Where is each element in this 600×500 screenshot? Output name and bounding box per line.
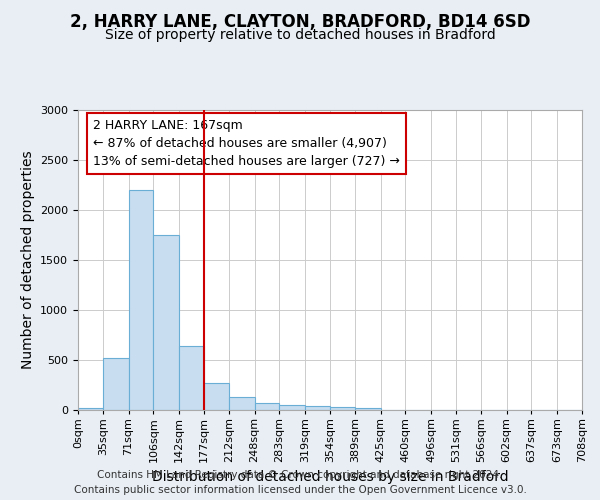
Bar	[305, 406, 330, 410]
Bar	[355, 408, 380, 410]
Text: Size of property relative to detached houses in Bradford: Size of property relative to detached ho…	[104, 28, 496, 42]
Bar	[330, 407, 355, 410]
Bar	[103, 358, 128, 410]
Bar	[154, 235, 179, 410]
Text: Contains HM Land Registry data © Crown copyright and database right 2024.: Contains HM Land Registry data © Crown c…	[97, 470, 503, 480]
Bar	[128, 190, 154, 410]
Bar	[254, 402, 280, 410]
Text: Contains public sector information licensed under the Open Government Licence v3: Contains public sector information licen…	[74, 485, 526, 495]
Bar	[179, 346, 204, 410]
Bar	[78, 408, 103, 410]
Bar	[229, 397, 254, 410]
Text: 2 HARRY LANE: 167sqm
← 87% of detached houses are smaller (4,907)
13% of semi-de: 2 HARRY LANE: 167sqm ← 87% of detached h…	[93, 119, 400, 168]
Bar	[280, 405, 305, 410]
Y-axis label: Number of detached properties: Number of detached properties	[20, 150, 35, 370]
Text: 2, HARRY LANE, CLAYTON, BRADFORD, BD14 6SD: 2, HARRY LANE, CLAYTON, BRADFORD, BD14 6…	[70, 12, 530, 30]
X-axis label: Distribution of detached houses by size in Bradford: Distribution of detached houses by size …	[152, 470, 508, 484]
Bar	[204, 383, 229, 410]
